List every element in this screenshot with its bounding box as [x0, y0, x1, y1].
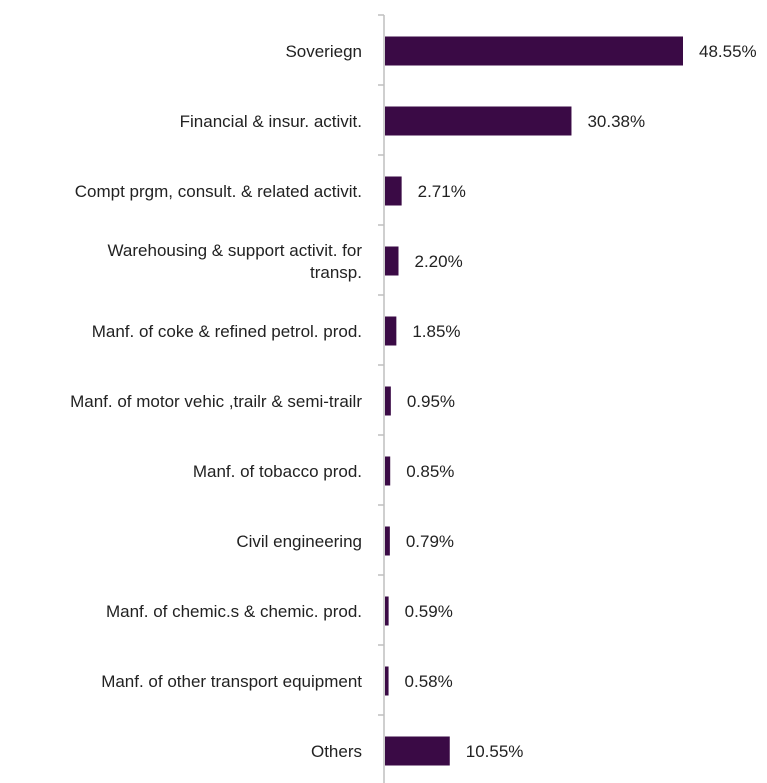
category-label-line: Manf. of tobacco prod. — [193, 462, 362, 481]
bar — [385, 736, 450, 766]
category-label-line: Manf. of chemic.s & chemic. prod. — [106, 602, 362, 621]
category-label: Compt prgm, consult. & related activit. — [75, 182, 362, 201]
category-label: Warehousing & support activit. for transp… — [108, 241, 363, 282]
value-label: 30.38% — [587, 112, 645, 131]
category-label: Soveriegn — [285, 42, 362, 61]
value-label: 0.58% — [405, 672, 453, 691]
bar — [385, 456, 391, 486]
category-label: Civil engineering — [236, 532, 362, 551]
category-label-line: Warehousing & support activit. for — [108, 241, 363, 260]
value-label: 2.71% — [418, 182, 466, 201]
bars-group — [385, 36, 683, 766]
category-label: Manf. of coke & refined petrol. prod. — [92, 322, 362, 341]
category-label: Others — [311, 742, 362, 761]
bar — [385, 666, 389, 696]
category-label-line: Soveriegn — [285, 42, 362, 61]
bar — [385, 526, 390, 556]
category-label: Manf. of chemic.s & chemic. prod. — [106, 602, 362, 621]
category-label-line: transp. — [310, 263, 362, 282]
value-label: 48.55% — [699, 42, 757, 61]
value-labels-group: 48.55% 30.38% 2.71% 2.20% 1.85% 0.95% 0.85% 0.7… — [405, 42, 757, 761]
value-label: 0.85% — [406, 462, 454, 481]
category-label-line: Manf. of motor vehic ,trailr & semi-trai… — [70, 392, 362, 411]
category-label-line: Manf. of coke & refined petrol. prod. — [92, 322, 362, 341]
value-label: 2.20% — [415, 252, 463, 271]
category-label: Manf. of other transport equipment — [101, 672, 362, 691]
bar — [385, 36, 683, 66]
bar — [385, 106, 572, 136]
bar — [385, 246, 399, 276]
bar — [385, 316, 397, 346]
axis-ticks-group — [378, 14, 384, 716]
value-label: 10.55% — [466, 742, 524, 761]
category-label-line: Civil engineering — [236, 532, 362, 551]
value-label: 0.95% — [407, 392, 455, 411]
category-label: Manf. of tobacco prod. — [193, 462, 362, 481]
category-label: Financial & insur. activit. — [180, 112, 362, 131]
bar — [385, 176, 402, 206]
category-label-line: Financial & insur. activit. — [180, 112, 362, 131]
value-label: 0.59% — [405, 602, 453, 621]
value-label: 1.85% — [412, 322, 460, 341]
category-label-line: Others — [311, 742, 362, 761]
category-label: Manf. of motor vehic ,trailr & semi-trai… — [70, 392, 362, 411]
category-label-line: Manf. of other transport equipment — [101, 672, 362, 691]
bar — [385, 386, 391, 416]
category-label-line: Compt prgm, consult. & related activit. — [75, 182, 362, 201]
value-label: 0.79% — [406, 532, 454, 551]
category-labels-group: Soveriegn Financial & insur. activit. Comp… — [70, 42, 362, 761]
bar — [385, 596, 389, 626]
